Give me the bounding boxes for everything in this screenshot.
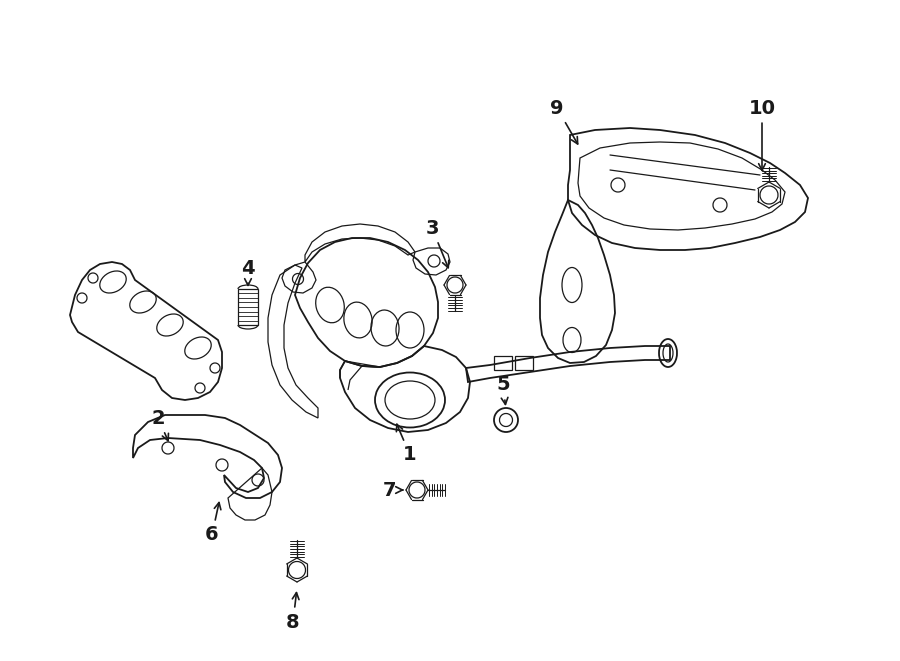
Text: 5: 5 <box>496 375 509 405</box>
Text: 3: 3 <box>425 219 449 268</box>
Text: 10: 10 <box>749 98 776 171</box>
Text: 6: 6 <box>205 502 220 545</box>
Text: 2: 2 <box>151 408 168 441</box>
Bar <box>515 356 533 370</box>
Text: 9: 9 <box>550 98 578 144</box>
Text: 1: 1 <box>396 424 417 465</box>
Text: 7: 7 <box>383 481 403 500</box>
Text: 8: 8 <box>286 593 300 631</box>
Bar <box>494 356 512 370</box>
Text: 4: 4 <box>241 258 255 286</box>
